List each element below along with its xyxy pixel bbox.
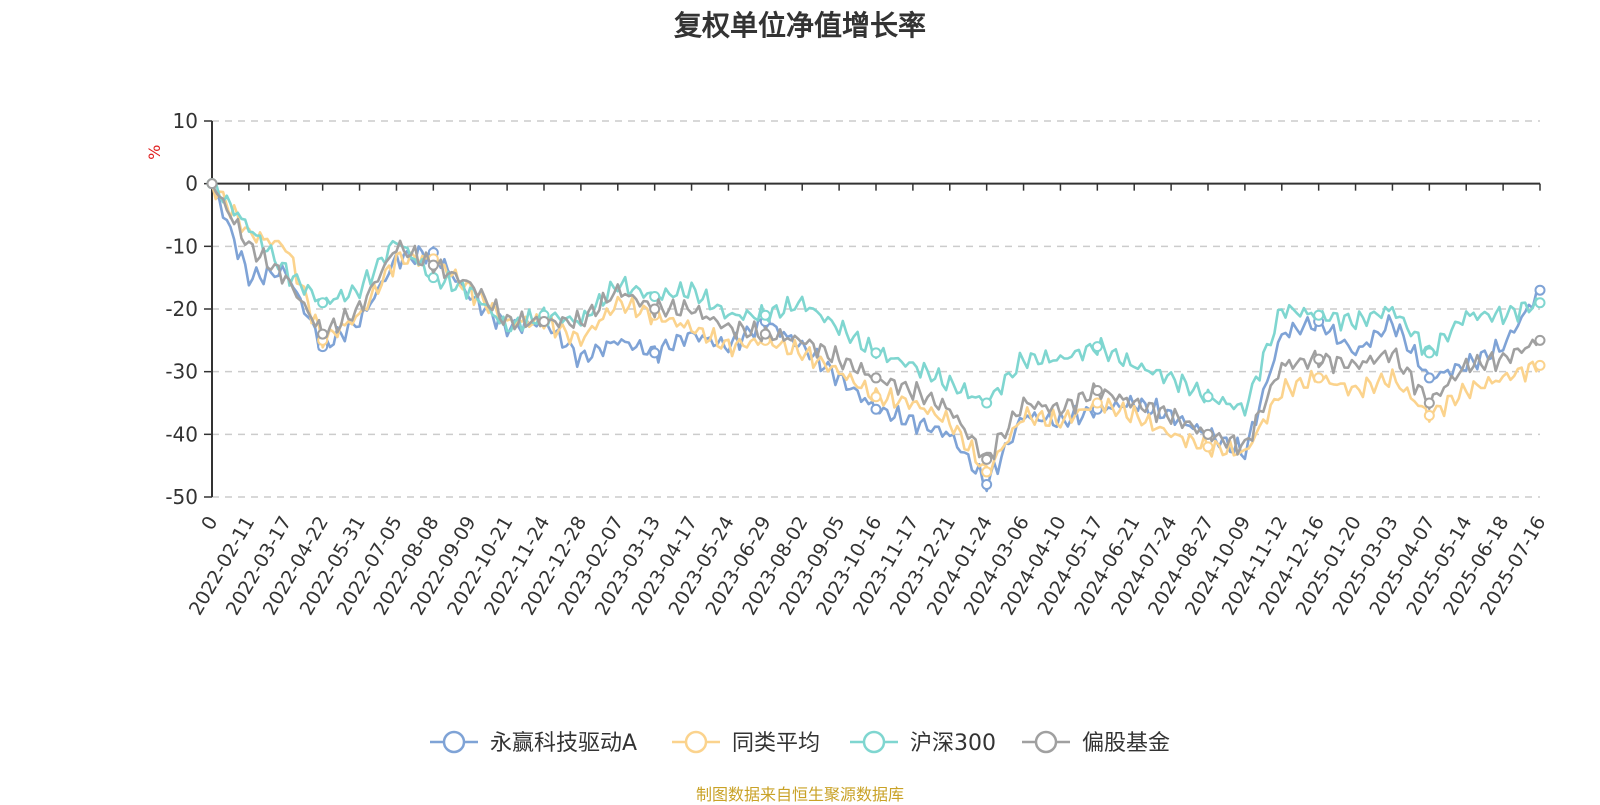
y-tick-label: 10 bbox=[173, 109, 198, 133]
data-point bbox=[538, 316, 550, 328]
legend-label: 沪深300 bbox=[910, 731, 996, 756]
data-point bbox=[1202, 428, 1214, 440]
data-point bbox=[870, 403, 882, 415]
series-lines bbox=[206, 178, 1546, 493]
data-point bbox=[1091, 341, 1103, 353]
data-point bbox=[870, 372, 882, 384]
data-point bbox=[1534, 359, 1546, 371]
legend-item[interactable]: 偏股基金 bbox=[1022, 730, 1170, 756]
legend[interactable]: 永赢科技驱动A 同类平均 沪深300 偏股基金 bbox=[430, 730, 1170, 756]
data-point bbox=[870, 391, 882, 403]
legend-label: 永赢科技驱动A bbox=[490, 731, 637, 756]
series-line bbox=[210, 183, 1542, 461]
footer-source: 制图数据来自恒生聚源数据库 bbox=[695, 785, 904, 804]
x-tick-label: 0 bbox=[197, 513, 222, 534]
y-tick-label: -20 bbox=[165, 297, 198, 321]
data-point bbox=[427, 259, 439, 271]
chart-title: 复权单位净值增长率 bbox=[673, 9, 926, 42]
data-point bbox=[317, 328, 329, 340]
y-tick-label: -10 bbox=[165, 234, 198, 258]
data-point bbox=[759, 328, 771, 340]
legend-item[interactable]: 同类平均 bbox=[672, 730, 820, 756]
data-point bbox=[1534, 297, 1546, 309]
legend-marker bbox=[862, 730, 886, 754]
data-point bbox=[1423, 347, 1435, 359]
data-point bbox=[1423, 410, 1435, 422]
data-point bbox=[981, 478, 993, 490]
legend-label: 同类平均 bbox=[732, 731, 820, 756]
data-point bbox=[981, 397, 993, 409]
grid-lines bbox=[212, 120, 1540, 498]
data-point bbox=[206, 178, 218, 190]
y-tick-label: -40 bbox=[165, 422, 198, 446]
legend-marker bbox=[1034, 730, 1058, 754]
axes: 100-10-20-30-40-50%02022-02-112022-03-17… bbox=[145, 109, 1550, 619]
data-point bbox=[1313, 372, 1325, 384]
data-point bbox=[1313, 309, 1325, 321]
legend-item[interactable]: 沪深300 bbox=[850, 730, 996, 756]
series-line bbox=[210, 183, 1541, 493]
data-point bbox=[317, 297, 329, 309]
data-point bbox=[1202, 441, 1214, 453]
y-tick-label: 0 bbox=[185, 172, 198, 196]
y-tick-label: -30 bbox=[165, 360, 198, 384]
data-point bbox=[870, 347, 882, 359]
legend-label: 偏股基金 bbox=[1082, 731, 1170, 756]
data-point bbox=[649, 303, 661, 315]
data-point bbox=[1423, 372, 1435, 384]
data-point bbox=[1091, 397, 1103, 409]
legend-item[interactable]: 永赢科技驱动A bbox=[430, 730, 637, 756]
data-point bbox=[1534, 284, 1546, 296]
data-point bbox=[1202, 391, 1214, 403]
y-axis-unit: % bbox=[145, 145, 164, 160]
data-point bbox=[427, 272, 439, 284]
data-point bbox=[1091, 384, 1103, 396]
y-tick-label: -50 bbox=[165, 485, 198, 509]
legend-marker bbox=[684, 730, 708, 754]
data-point bbox=[981, 453, 993, 465]
data-point bbox=[649, 290, 661, 302]
data-point bbox=[759, 309, 771, 321]
data-point bbox=[1423, 397, 1435, 409]
data-point bbox=[981, 466, 993, 478]
data-point bbox=[1534, 334, 1546, 346]
data-point bbox=[1313, 353, 1325, 365]
legend-marker bbox=[442, 730, 466, 754]
data-point bbox=[649, 347, 661, 359]
